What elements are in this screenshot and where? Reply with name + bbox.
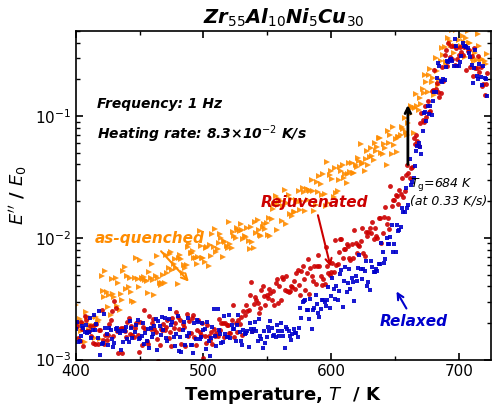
Text: Relaxed: Relaxed (380, 293, 448, 329)
Text: Frequency: 1 Hz: Frequency: 1 Hz (96, 97, 222, 111)
Text: Rejuvenated: Rejuvenated (261, 195, 368, 264)
X-axis label: Temperature, $T$  / K: Temperature, $T$ / K (184, 385, 382, 406)
Text: Heating rate: 8.3×10$^{-2}$ K/s: Heating rate: 8.3×10$^{-2}$ K/s (96, 123, 306, 145)
Y-axis label: $E^{\prime\prime}$ / $E_0$: $E^{\prime\prime}$ / $E_0$ (7, 165, 29, 225)
Text: as-quenched: as-quenched (95, 231, 205, 280)
Title: Zr$_{55}$Al$_{10}$Ni$_{5}$Cu$_{30}$: Zr$_{55}$Al$_{10}$Ni$_{5}$Cu$_{30}$ (202, 7, 364, 29)
Text: $T_{\rm g}$=684 K
(at 0.33 K/s): $T_{\rm g}$=684 K (at 0.33 K/s) (410, 176, 488, 208)
